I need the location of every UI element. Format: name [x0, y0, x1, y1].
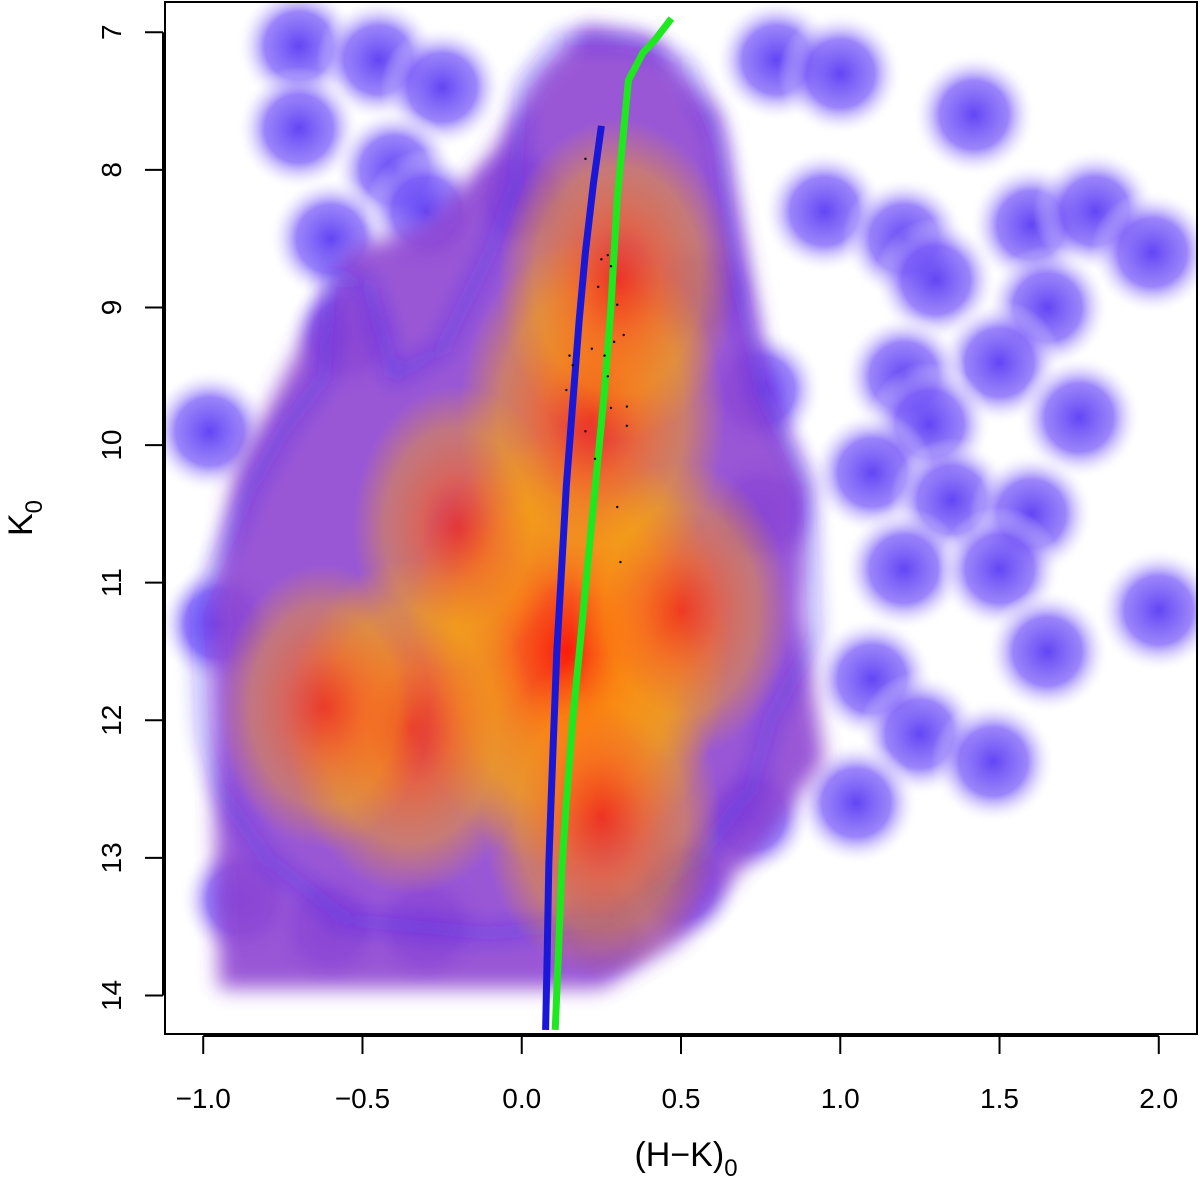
density-peak: [218, 563, 430, 850]
scatter-point: [606, 375, 609, 378]
density-blob: [1096, 548, 1197, 673]
scatter-point: [616, 303, 619, 306]
density-blob: [912, 52, 1037, 177]
scatter-point: [619, 560, 622, 564]
scatter-point: [568, 354, 571, 357]
scatter-point: [612, 340, 616, 344]
x-tick-label: 1.0: [821, 1083, 860, 1114]
x-tick-label: 0.0: [502, 1083, 541, 1114]
y-axis-title: K0: [2, 500, 48, 536]
scatter-point: [606, 253, 609, 257]
x-axis-title: (H−K)0: [634, 1136, 737, 1182]
x-axis-title-subscript: 0: [724, 1155, 737, 1182]
x-tick-label: −1.0: [176, 1083, 231, 1114]
y-axis: 7 8 9 10 11 12 13 14: [96, 24, 164, 1011]
scatter-point: [600, 258, 603, 261]
scatter-point: [584, 430, 587, 433]
isochrone-line-2: [551, 16, 675, 1031]
scatter-point: [616, 505, 619, 509]
x-tick-label: 2.0: [1139, 1083, 1178, 1114]
scatter-point: [593, 457, 597, 461]
x-tick-label: 0.5: [662, 1083, 701, 1114]
x-tick-label: 1.5: [980, 1083, 1019, 1114]
density-blob: [794, 740, 919, 865]
density-peak: [497, 118, 737, 442]
density-peak: [570, 461, 792, 760]
x-axis-title-main: (H−K): [634, 1136, 724, 1174]
scatter-point: [603, 354, 606, 357]
scatter-point: [625, 405, 629, 408]
y-tick-label: 7: [96, 24, 127, 40]
density-blob: [236, 66, 361, 191]
scatter-points: [565, 157, 629, 564]
y-tick-label: 9: [96, 300, 127, 316]
scatter-point: [565, 388, 568, 392]
y-tick-label: 11: [96, 568, 127, 597]
scatter-point: [590, 347, 594, 350]
x-tick-label: −0.5: [335, 1083, 390, 1114]
plot-frame: [164, 1, 1198, 1035]
density-heatmap: [165, 2, 1197, 989]
y-tick-label: 8: [96, 162, 127, 178]
density-blob: [931, 699, 1056, 824]
isochrone-line-1: [542, 125, 605, 1030]
density-peak: [352, 385, 564, 671]
isochrone-lines: [542, 16, 675, 1031]
scatter-point: [584, 157, 587, 161]
density-blob: [841, 506, 966, 631]
y-tick-label: 12: [96, 705, 127, 736]
scatter-point: [609, 406, 613, 410]
y-tick-label: 10: [96, 429, 127, 460]
density-blob: [778, 11, 903, 136]
scatter-point: [609, 264, 613, 268]
scatter-point: [596, 285, 600, 289]
y-tick-label: 14: [96, 980, 127, 1011]
density-core: [218, 118, 792, 979]
density-blob: [1090, 190, 1197, 315]
scatter-point: [625, 424, 629, 428]
x-axis: −1.0 −0.5 0.0 0.5 1.0 1.5 2.0: [176, 1035, 1178, 1114]
y-axis-title-main: K: [2, 513, 40, 536]
scatter-point: [622, 333, 625, 337]
y-axis-title-subscript: 0: [21, 500, 48, 513]
density-blob: [985, 589, 1110, 714]
scatter-point: [571, 364, 574, 367]
density-blob: [1017, 355, 1142, 480]
y-tick-label: 13: [96, 842, 127, 873]
